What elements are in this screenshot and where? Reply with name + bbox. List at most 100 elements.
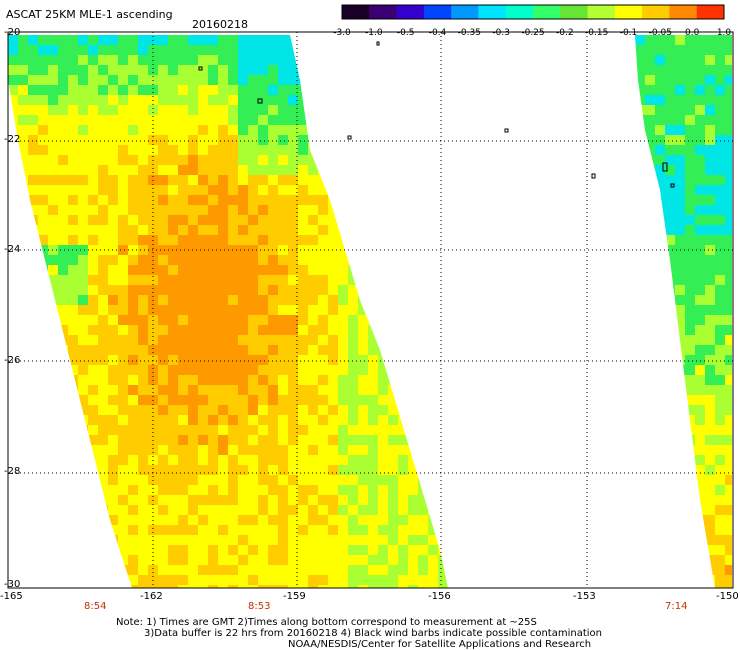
wind-cell bbox=[378, 565, 388, 575]
wind-cell bbox=[58, 55, 68, 65]
wind-cell bbox=[248, 195, 258, 205]
wind-cell bbox=[168, 65, 178, 75]
wind-cell bbox=[328, 265, 338, 275]
wind-cell bbox=[108, 345, 118, 355]
wind-cell bbox=[188, 585, 198, 588]
wind-cell bbox=[38, 65, 48, 75]
wind-cell bbox=[248, 155, 258, 165]
wind-cell bbox=[318, 95, 328, 105]
wind-cell bbox=[388, 435, 398, 445]
wind-cell bbox=[188, 155, 198, 165]
wind-cell bbox=[238, 545, 248, 555]
wind-cell bbox=[675, 575, 685, 585]
wind-cell bbox=[635, 335, 645, 345]
wind-cell bbox=[645, 405, 655, 415]
wind-cell bbox=[138, 335, 148, 345]
wind-cell bbox=[88, 95, 98, 105]
wind-cell bbox=[218, 215, 228, 225]
wind-cell bbox=[228, 435, 238, 445]
wind-cell bbox=[408, 315, 418, 325]
wind-cell bbox=[158, 515, 168, 525]
wind-cell bbox=[258, 325, 268, 335]
wind-cell bbox=[328, 455, 338, 465]
wind-cell bbox=[188, 195, 198, 205]
wind-cell bbox=[268, 225, 278, 235]
wind-cell bbox=[725, 295, 732, 305]
wind-cell bbox=[128, 345, 138, 355]
wind-cell bbox=[378, 535, 388, 545]
wind-cell bbox=[418, 175, 428, 185]
wind-cell bbox=[88, 315, 98, 325]
wind-cell bbox=[88, 185, 98, 195]
wind-cell bbox=[428, 585, 438, 588]
wind-cell bbox=[118, 515, 128, 525]
wind-cell bbox=[198, 415, 208, 425]
wind-cell bbox=[198, 95, 208, 105]
wind-cell bbox=[308, 195, 318, 205]
wind-cell bbox=[98, 265, 108, 275]
wind-cell bbox=[645, 485, 655, 495]
wind-cell bbox=[38, 335, 48, 345]
wind-cell bbox=[398, 475, 408, 485]
wind-cell bbox=[715, 485, 725, 495]
wind-cell bbox=[148, 85, 158, 95]
wind-cell bbox=[48, 495, 58, 505]
wind-cell bbox=[408, 455, 418, 465]
wind-cell bbox=[368, 215, 378, 225]
wind-cell bbox=[178, 585, 188, 588]
wind-cell bbox=[228, 155, 238, 165]
wind-cell bbox=[38, 165, 48, 175]
wind-cell bbox=[438, 545, 448, 555]
wind-cell bbox=[88, 525, 98, 535]
wind-cell bbox=[158, 575, 168, 585]
wind-cell bbox=[68, 265, 78, 275]
wind-cell bbox=[198, 205, 208, 215]
wind-cell bbox=[58, 195, 68, 205]
wind-cell bbox=[705, 565, 715, 575]
wind-cell bbox=[218, 365, 228, 375]
wind-cell bbox=[98, 145, 108, 155]
wind-cell bbox=[88, 55, 98, 65]
wind-cell bbox=[338, 335, 348, 345]
wind-cell bbox=[398, 415, 408, 425]
wind-cell bbox=[348, 415, 358, 425]
wind-cell bbox=[278, 335, 288, 345]
wind-cell bbox=[38, 235, 48, 245]
wind-cell bbox=[178, 275, 188, 285]
wind-cell bbox=[258, 135, 268, 145]
wind-cell bbox=[368, 165, 378, 175]
wind-cell bbox=[655, 455, 665, 465]
wind-cell bbox=[48, 525, 58, 535]
wind-cell bbox=[338, 505, 348, 515]
wind-cell bbox=[58, 465, 68, 475]
wind-cell bbox=[48, 95, 58, 105]
wind-cell bbox=[358, 415, 368, 425]
wind-cell bbox=[248, 115, 258, 125]
wind-cell bbox=[665, 55, 675, 65]
wind-cell bbox=[685, 165, 695, 175]
wind-cell bbox=[258, 405, 268, 415]
wind-cell bbox=[108, 255, 118, 265]
wind-cell bbox=[238, 205, 248, 215]
wind-cell bbox=[318, 335, 328, 345]
wind-cell bbox=[268, 365, 278, 375]
wind-cell bbox=[278, 285, 288, 295]
wind-cell bbox=[118, 375, 128, 385]
wind-cell bbox=[695, 105, 705, 115]
wind-cell bbox=[8, 95, 18, 105]
wind-cell bbox=[695, 195, 705, 205]
wind-cell bbox=[18, 415, 28, 425]
wind-cell bbox=[725, 325, 732, 335]
wind-cell bbox=[448, 35, 458, 45]
wind-cell bbox=[368, 135, 378, 145]
wind-cell bbox=[695, 405, 705, 415]
wind-cell bbox=[178, 465, 188, 475]
wind-cell bbox=[118, 285, 128, 295]
wind-cell bbox=[218, 495, 228, 505]
wind-cell bbox=[88, 515, 98, 525]
wind-cell bbox=[665, 545, 675, 555]
wind-cell bbox=[198, 85, 208, 95]
wind-cell bbox=[178, 475, 188, 485]
wind-cell bbox=[168, 195, 178, 205]
wind-cell bbox=[715, 55, 725, 65]
